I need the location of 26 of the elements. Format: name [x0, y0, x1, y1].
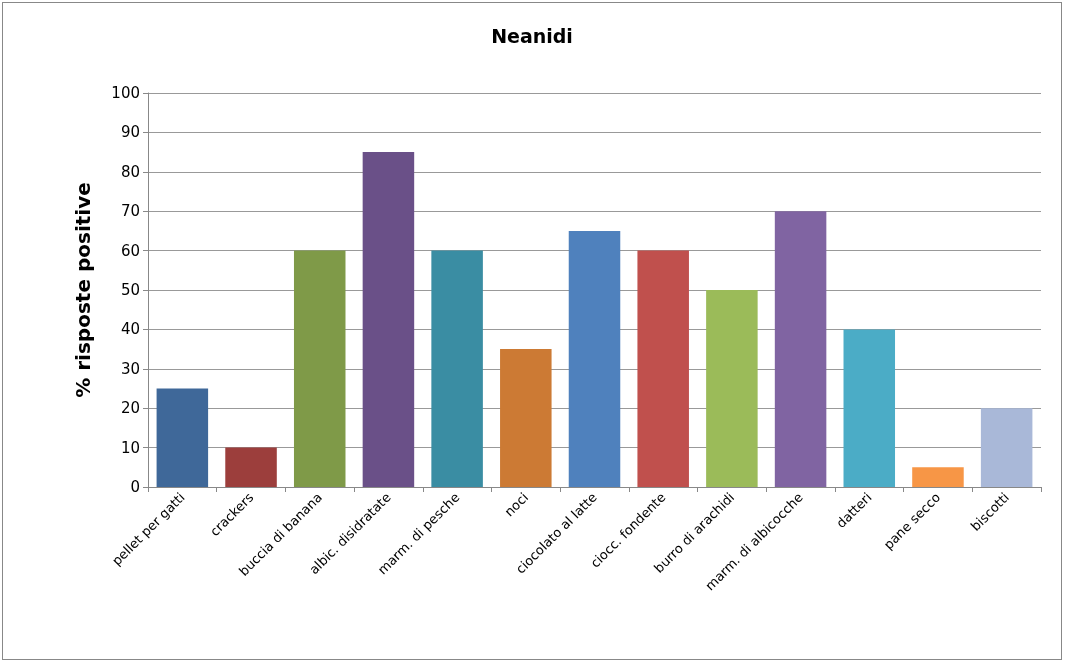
- y-tick-label: 10: [120, 438, 140, 457]
- bar: [225, 447, 277, 487]
- y-tick-label: 40: [120, 320, 140, 339]
- bar: [706, 290, 758, 487]
- y-tick-label: 80: [120, 162, 140, 181]
- y-tick-label: 30: [120, 359, 140, 378]
- bar: [637, 250, 689, 487]
- y-tick-label: 50: [120, 281, 140, 299]
- chart-title: Neanidi: [491, 24, 573, 47]
- bar: [431, 250, 483, 487]
- bar: [156, 388, 209, 487]
- y-axis-title: % risposte positive: [71, 182, 95, 398]
- bar: [293, 250, 346, 487]
- bar: [843, 329, 896, 487]
- y-tick-label: 0: [130, 478, 140, 496]
- y-tick-label: 90: [120, 123, 140, 142]
- bar: [980, 408, 1033, 487]
- bar: [362, 152, 415, 487]
- y-tick-label: 100: [111, 84, 140, 102]
- bar: [500, 349, 552, 487]
- bar: [774, 211, 827, 487]
- bar: [568, 230, 621, 487]
- y-tick-label: 70: [120, 202, 140, 221]
- y-tick-label: 60: [120, 241, 140, 260]
- bar: [912, 467, 964, 487]
- y-tick-label: 20: [120, 399, 140, 418]
